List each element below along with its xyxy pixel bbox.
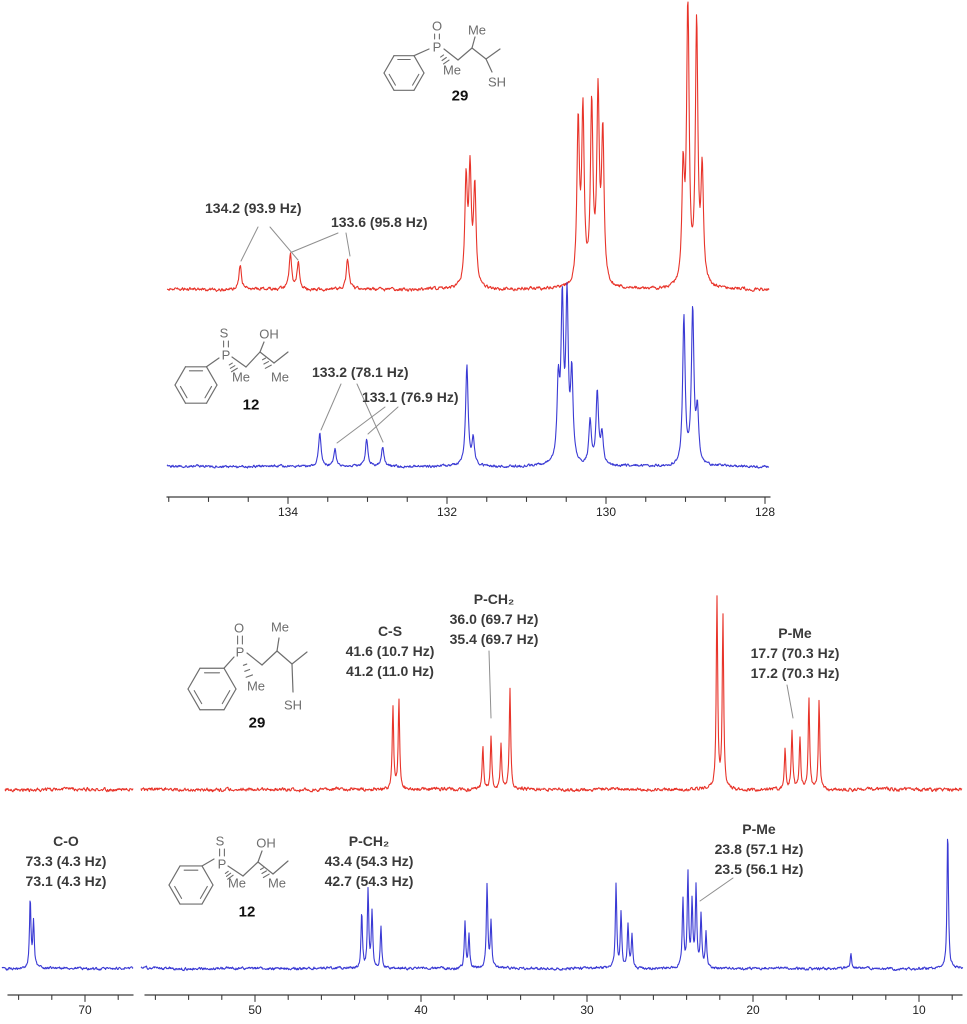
annotation-line: 73.1 (4.3 Hz)	[25, 873, 107, 889]
svg-text:10: 10	[912, 1003, 926, 1017]
peak-annotation-aromatic-blue-1: 133.2 (78.1 Hz)	[312, 364, 409, 380]
svg-text:Me: Me	[232, 370, 250, 385]
svg-text:Me: Me	[228, 876, 246, 891]
annotation-title: C-O	[53, 833, 79, 849]
peak-annotation-red-pch2: P-CH₂ 36.0 (69.7 Hz) 35.4 (69.7 Hz)	[450, 589, 539, 649]
peak-annotation-cs: C-S 41.6 (10.7 Hz) 41.2 (11.0 Hz)	[346, 621, 435, 681]
trace-red-aromatic	[166, 1, 770, 292]
svg-text:O: O	[234, 621, 244, 636]
svg-text:P: P	[236, 645, 245, 660]
annotation-title: P-Me	[742, 821, 776, 837]
svg-text:132: 132	[437, 505, 457, 519]
trace-red-aliphatic	[4, 595, 963, 793]
svg-text:70: 70	[78, 1003, 92, 1017]
peak-annotation-aromatic-red-1: 134.2 (93.9 Hz)	[205, 200, 302, 216]
annotation-line: 35.4 (69.7 Hz)	[449, 631, 539, 647]
svg-text:30: 30	[580, 1003, 594, 1017]
svg-text:Me: Me	[271, 620, 289, 635]
svg-text:Me: Me	[268, 876, 286, 891]
peak-annotation-aromatic-blue-2: 133.1 (76.9 Hz)	[362, 389, 459, 405]
svg-text:S: S	[220, 326, 229, 341]
svg-text:20: 20	[746, 1003, 760, 1017]
annotation-line: 43.4 (54.3 Hz)	[324, 853, 414, 869]
svg-text:130: 130	[596, 505, 616, 519]
svg-text:Me: Me	[271, 370, 289, 385]
svg-text:S: S	[216, 834, 225, 849]
svg-text:40: 40	[414, 1003, 428, 1017]
annotation-title: C-S	[377, 623, 403, 639]
annotation-line: 73.3 (4.3 Hz)	[25, 853, 107, 869]
svg-text:Me: Me	[443, 63, 461, 78]
axis-aromatic: 134 132 130 128	[166, 496, 775, 519]
trace-blue-aromatic	[166, 282, 770, 469]
peak-annotation-aromatic-red-2: 133.6 (95.8 Hz)	[331, 214, 428, 230]
peak-annotation-blue-pch2: P-CH₂ 43.4 (54.3 Hz) 42.7 (54.3 Hz)	[325, 831, 414, 891]
annotation-title: P-Me	[778, 625, 812, 641]
peak-annotation-blue-co: C-O 73.3 (4.3 Hz) 73.1 (4.3 Hz)	[26, 831, 107, 891]
svg-text:50: 50	[248, 1003, 262, 1017]
svg-text:12: 12	[239, 903, 256, 920]
annotation-title: P-CH₂	[473, 591, 515, 607]
annotation-line: 17.2 (70.3 Hz)	[750, 665, 840, 681]
annotation-line: 42.7 (54.3 Hz)	[324, 873, 414, 889]
structure-compound12-aliphatic: PS Me OH Me 12	[168, 834, 289, 920]
svg-text:SH: SH	[284, 698, 302, 713]
svg-text:P: P	[433, 40, 442, 55]
annotation-line: 17.7 (70.3 Hz)	[750, 645, 840, 661]
peak-annotation-red-pme: P-Me 17.7 (70.3 Hz) 17.2 (70.3 Hz)	[751, 623, 840, 683]
svg-text:Me: Me	[247, 679, 265, 694]
structure-compound29-aromatic: PO Me Me SH 29	[383, 19, 506, 104]
annotation-line: 23.8 (57.1 Hz)	[714, 841, 804, 857]
svg-text:SH: SH	[488, 75, 506, 90]
svg-text:134: 134	[278, 505, 298, 519]
structure-compound29-aliphatic: PO Me Me SH 29	[187, 620, 308, 731]
annotation-title: P-CH₂	[348, 833, 390, 849]
structure-compound12-aromatic: PS Me OH Me 12	[174, 326, 289, 413]
trace-blue-aliphatic	[1, 838, 964, 972]
annotation-pointer-lines	[240, 226, 794, 902]
svg-text:OH: OH	[256, 836, 276, 851]
svg-text:P: P	[218, 857, 227, 872]
svg-text:P: P	[222, 348, 231, 363]
svg-text:29: 29	[249, 714, 266, 731]
annotation-line: 23.5 (56.1 Hz)	[714, 861, 804, 877]
annotation-line: 36.0 (69.7 Hz)	[449, 611, 539, 627]
svg-text:128: 128	[755, 505, 775, 519]
axis-aliphatic: 70 50 40 30 20 10	[7, 994, 963, 1017]
svg-text:Me: Me	[468, 23, 486, 38]
svg-text:12: 12	[243, 396, 260, 413]
peak-annotation-blue-pme: P-Me 23.8 (57.1 Hz) 23.5 (56.1 Hz)	[715, 819, 804, 879]
svg-text:O: O	[432, 19, 442, 34]
annotation-line: 41.2 (11.0 Hz)	[346, 663, 434, 679]
svg-text:OH: OH	[259, 327, 279, 342]
annotation-line: 41.6 (10.7 Hz)	[345, 643, 435, 659]
svg-text:29: 29	[452, 87, 469, 104]
